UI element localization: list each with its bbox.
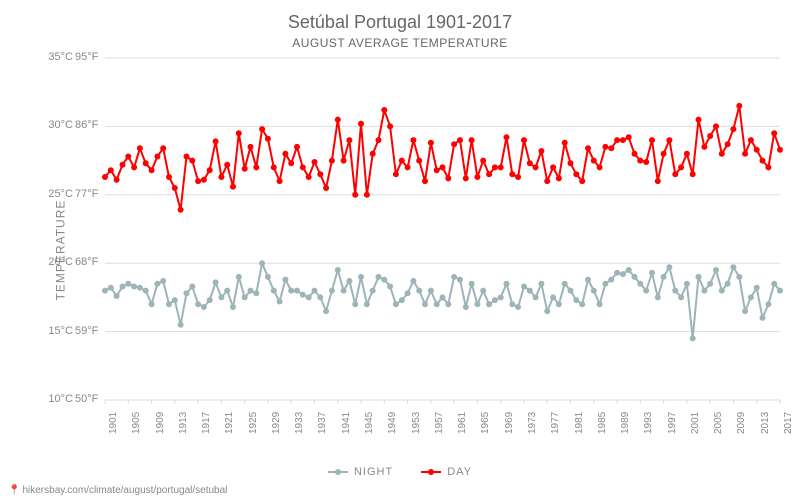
chart-container: Setúbal Portugal 1901-2017 August averag…: [0, 0, 800, 500]
x-tick: 1925: [248, 412, 259, 434]
y-tick-c: 10°C: [33, 393, 73, 405]
y-tick-c: 25°C: [33, 188, 73, 200]
x-tick: 1901: [108, 412, 119, 434]
y-tick-c: 15°C: [33, 325, 73, 337]
legend-label-day: DAY: [447, 466, 472, 478]
x-tick: 1905: [131, 412, 142, 434]
x-tick: 1953: [411, 412, 422, 434]
x-tick: 1973: [527, 412, 538, 434]
x-tick: 2005: [713, 412, 724, 434]
legend-label-night: NIGHT: [354, 466, 393, 478]
footer-attribution: 📍hikersbay.com/climate/august/portugal/s…: [8, 485, 227, 496]
legend: NIGHT DAY: [0, 464, 800, 478]
legend-marker-night: [328, 471, 348, 473]
y-tick-c: 30°C: [33, 119, 73, 131]
x-tick: 1933: [294, 412, 305, 434]
y-tick-f: 68°F: [75, 256, 105, 268]
x-tick: 1949: [387, 412, 398, 434]
x-tick: 1997: [667, 412, 678, 434]
y-tick-f: 59°F: [75, 325, 105, 337]
x-tick: 1909: [155, 412, 166, 434]
x-tick: 1985: [597, 412, 608, 434]
legend-item-day: DAY: [421, 466, 472, 478]
y-tick-f: 50°F: [75, 393, 105, 405]
chart-grid: [105, 58, 780, 404]
y-tick-f: 86°F: [75, 119, 105, 131]
y-tick-c: 35°C: [33, 51, 73, 63]
x-tick: 2017: [783, 412, 794, 434]
x-tick: 2009: [736, 412, 747, 434]
map-pin-icon: 📍: [8, 485, 20, 496]
x-tick: 1993: [643, 412, 654, 434]
x-tick: 1981: [574, 412, 585, 434]
x-tick: 1913: [178, 412, 189, 434]
y-tick-f: 77°F: [75, 188, 105, 200]
x-tick: 1945: [364, 412, 375, 434]
x-tick: 1957: [434, 412, 445, 434]
x-tick: 1969: [504, 412, 515, 434]
y-tick-f: 95°F: [75, 51, 105, 63]
legend-marker-day: [421, 471, 441, 473]
x-tick: 1921: [224, 412, 235, 434]
x-tick: 2001: [690, 412, 701, 434]
x-tick: 1929: [271, 412, 282, 434]
series-day: [102, 103, 783, 213]
series-night: [102, 260, 783, 341]
x-tick: 1917: [201, 412, 212, 434]
chart-svg: [0, 0, 800, 500]
x-tick: 1977: [550, 412, 561, 434]
footer-url: hikersbay.com/climate/august/portugal/se…: [22, 485, 227, 496]
y-tick-c: 20°C: [33, 256, 73, 268]
x-tick: 1941: [341, 412, 352, 434]
x-tick: 1937: [317, 412, 328, 434]
x-tick: 1961: [457, 412, 468, 434]
x-tick: 1989: [620, 412, 631, 434]
legend-item-night: NIGHT: [328, 466, 393, 478]
x-tick: 1965: [480, 412, 491, 434]
x-tick: 2013: [760, 412, 771, 434]
